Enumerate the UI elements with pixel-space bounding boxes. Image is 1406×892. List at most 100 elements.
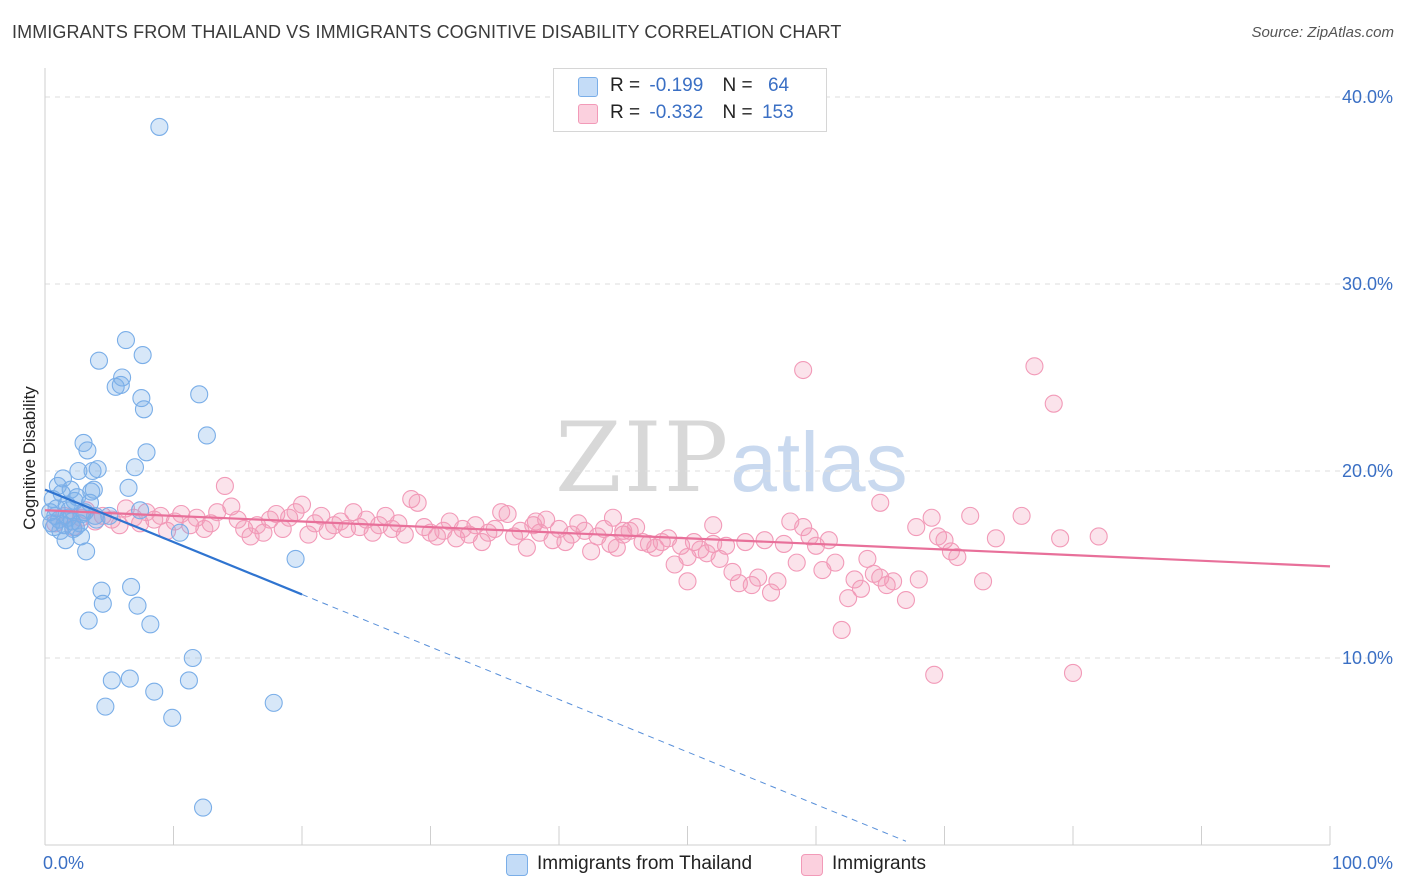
immigrants-points xyxy=(46,357,1108,684)
thailand-point-37 xyxy=(89,351,109,370)
immigrants-point-152 xyxy=(907,518,926,537)
correlation-legend: R = -0.199 N = 64 R = -0.332 N = 153 xyxy=(553,68,827,132)
thailand-trend-extension xyxy=(301,593,907,842)
thailand-point-65 xyxy=(264,693,283,712)
y-axis-label: Cognitive Disability xyxy=(20,386,39,530)
immigrants-point-117 xyxy=(819,531,838,550)
thailand-point-66 xyxy=(170,523,189,542)
immigrants-point-145 xyxy=(925,665,944,684)
thailand-point-46 xyxy=(116,331,136,350)
thailand-point-68 xyxy=(194,798,213,817)
thailand-point-22 xyxy=(69,461,88,481)
y-tick-label-1: 20.0% xyxy=(1342,461,1393,481)
immigrants-point-140 xyxy=(1089,527,1108,546)
immigrants-point-151 xyxy=(526,512,545,531)
thailand-point-44 xyxy=(113,368,132,387)
immigrants-point-80 xyxy=(582,542,601,561)
immigrants-point-143 xyxy=(1025,357,1044,376)
immigrants-point-146 xyxy=(1063,663,1083,683)
thailand-point-55 xyxy=(134,400,153,419)
legend-bottom-swatch-pink xyxy=(801,854,823,876)
immigrants-point-100 xyxy=(710,549,729,568)
thailand-point-52 xyxy=(131,501,150,520)
immigrants-point-53 xyxy=(408,493,427,512)
thailand-points xyxy=(41,117,305,817)
immigrants-point-110 xyxy=(774,534,793,553)
grid-lines xyxy=(45,96,1392,659)
immigrants-point-109 xyxy=(768,572,787,591)
immigrants-point-150 xyxy=(603,508,623,527)
thailand-point-69 xyxy=(183,648,202,668)
immigrants-point-119 xyxy=(832,620,851,640)
immigrants-point-101 xyxy=(716,536,736,555)
thailand-point-58 xyxy=(145,682,164,701)
thailand-point-50 xyxy=(125,458,144,477)
thailand-point-33 xyxy=(84,480,103,499)
immigrants-point-142 xyxy=(794,360,813,380)
immigrants-point-38 xyxy=(312,506,331,525)
thailand-point-40 xyxy=(96,697,115,716)
immigrants-point-105 xyxy=(742,576,761,595)
thailand-point-59 xyxy=(150,117,169,136)
watermark-zip: ZIP xyxy=(555,402,731,514)
immigrants-point-120 xyxy=(839,589,858,608)
immigrants-point-128 xyxy=(896,590,916,610)
thailand-point-61 xyxy=(190,385,209,404)
immigrants-point-129 xyxy=(909,570,928,589)
immigrants-point-107 xyxy=(755,531,774,550)
thailand-point-60 xyxy=(179,671,198,690)
y-tick-label-0: 10.0% xyxy=(1342,648,1393,668)
thailand-point-56 xyxy=(137,443,156,462)
thailand-point-36 xyxy=(88,460,107,479)
immigrants-point-36 xyxy=(299,525,318,544)
immigrants-point-66 xyxy=(492,503,511,522)
thailand-point-57 xyxy=(141,615,160,634)
immigrants-point-21 xyxy=(201,514,220,533)
thailand-point-38 xyxy=(92,581,111,600)
legend-bottom-label-thailand: Immigrants from Thailand xyxy=(537,853,753,874)
immigrants-point-141 xyxy=(871,493,890,512)
immigrants-point-63 xyxy=(472,533,491,552)
immigrants-trend-line xyxy=(44,509,1331,568)
thailand-point-49 xyxy=(122,577,141,596)
immigrants-point-127 xyxy=(884,572,903,591)
immigrants-point-138 xyxy=(1012,506,1031,525)
legend-stats-thailand: R = -0.199 N = 64 xyxy=(610,75,790,96)
immigrants-point-84 xyxy=(607,538,626,557)
immigrants-point-147 xyxy=(678,572,697,591)
immigrants-point-29 xyxy=(254,523,273,542)
thailand-point-62 xyxy=(197,426,216,445)
immigrants-point-78 xyxy=(569,514,588,533)
legend-bottom-label-immigrants: Immigrants xyxy=(832,853,926,874)
immigrants-point-118 xyxy=(826,553,845,572)
watermark: ZIPatlas xyxy=(555,402,908,514)
y-tick-label-3: 40.0% xyxy=(1342,87,1393,107)
legend-stats-immigrants: R = -0.332 N = 153 xyxy=(610,102,794,123)
immigrants-point-102 xyxy=(723,562,742,582)
immigrants-point-136 xyxy=(973,572,993,591)
source-label: Source: ZipAtlas.com xyxy=(1251,24,1394,41)
legend-swatch-pink xyxy=(578,104,598,124)
legend-bottom-swatch-blue xyxy=(506,854,528,876)
thailand-point-16 xyxy=(61,480,80,499)
immigrants-point-106 xyxy=(749,568,768,587)
thailand-point-67 xyxy=(163,708,182,727)
tick-labels: 10.0% 20.0% 30.0% 40.0% 0.0% 100.0% xyxy=(43,87,1393,873)
thailand-point-53 xyxy=(132,389,151,408)
axes xyxy=(44,68,1331,846)
immigrants-point-139 xyxy=(1051,529,1070,548)
immigrants-point-12 xyxy=(137,503,156,522)
immigrants-point-41 xyxy=(331,512,350,531)
immigrants-point-24 xyxy=(222,497,241,516)
immigrants-point-122 xyxy=(851,579,871,598)
thailand-trend-line xyxy=(44,488,303,596)
immigrants-point-35 xyxy=(292,495,312,514)
immigrants-point-144 xyxy=(1044,394,1063,413)
immigrants-point-50 xyxy=(389,514,408,533)
thailand-point-45 xyxy=(111,375,130,395)
immigrants-point-137 xyxy=(986,529,1005,548)
immigrants-point-134 xyxy=(948,547,967,567)
thailand-point-28 xyxy=(77,542,96,561)
legend-swatch-blue xyxy=(578,77,598,97)
